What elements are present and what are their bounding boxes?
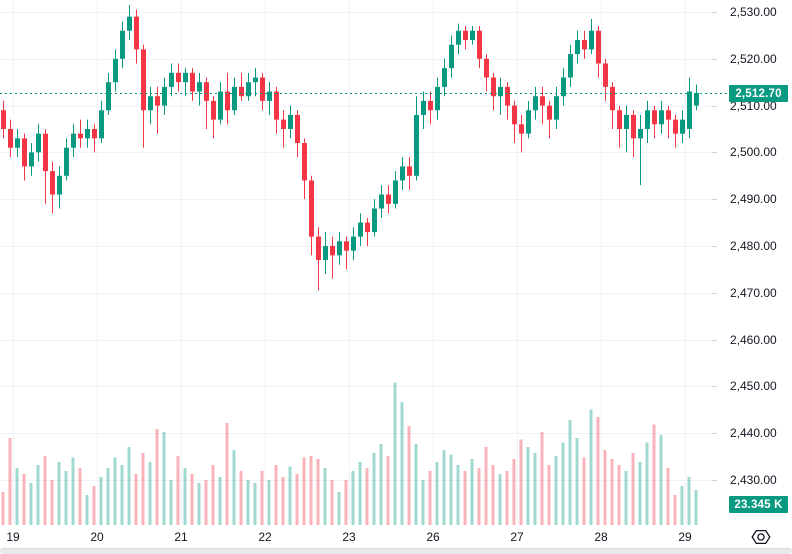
candlesticks	[1, 4, 699, 291]
price-axis-label: 2,430.00	[730, 472, 777, 487]
price-axis-label: 2,460.00	[730, 332, 777, 347]
price-axis-tick	[712, 246, 717, 247]
last-price-badge: 2,512.70	[729, 85, 788, 102]
time-axis-label: 26	[426, 530, 440, 544]
price-axis-label: 2,500.00	[730, 145, 777, 160]
time-axis-settings-button[interactable]	[747, 525, 775, 548]
price-axis-tick	[712, 340, 717, 341]
time-axis[interactable]: 19 20 21 22 23 26 27 28 29	[0, 525, 712, 548]
price-axis-tick	[712, 293, 717, 294]
time-axis-label: 27	[510, 530, 524, 544]
price-axis-tick	[712, 152, 717, 153]
candlestick-chart-canvas[interactable]	[0, 0, 712, 548]
price-axis[interactable]: 2,530.00 2,520.00 2,510.00 2,500.00 2,490.00…	[712, 0, 792, 525]
horizontal-scrollbar[interactable]	[0, 548, 792, 554]
time-axis-label: 23	[342, 530, 356, 544]
price-axis-label: 2,530.00	[730, 4, 777, 19]
price-axis-tick	[712, 12, 717, 13]
price-axis-tick	[712, 199, 717, 200]
grid-lines	[0, 0, 712, 525]
time-axis-label: 22	[258, 530, 272, 544]
price-axis-label: 2,470.00	[730, 285, 777, 300]
last-volume-badge: 23.345 K	[729, 496, 788, 513]
price-axis-tick	[712, 106, 717, 107]
price-axis-label: 2,520.00	[730, 51, 777, 66]
price-axis-tick	[712, 59, 717, 60]
price-axis-label: 2,450.00	[730, 379, 777, 394]
volume-bars	[1, 382, 698, 525]
price-axis-tick	[712, 433, 717, 434]
price-axis-tick	[712, 480, 717, 481]
price-axis-tick	[712, 386, 717, 387]
time-axis-label: 28	[594, 530, 608, 544]
time-axis-label: 29	[678, 530, 692, 544]
time-axis-label: 19	[6, 530, 20, 544]
settings-hexagon-icon	[751, 529, 771, 544]
price-axis-label: 2,440.00	[730, 426, 777, 441]
price-axis-label: 2,490.00	[730, 192, 777, 207]
price-axis-label: 2,480.00	[730, 238, 777, 253]
time-axis-label: 20	[90, 530, 104, 544]
time-axis-label: 21	[174, 530, 188, 544]
price-axis-label: 2,510.00	[730, 98, 777, 113]
